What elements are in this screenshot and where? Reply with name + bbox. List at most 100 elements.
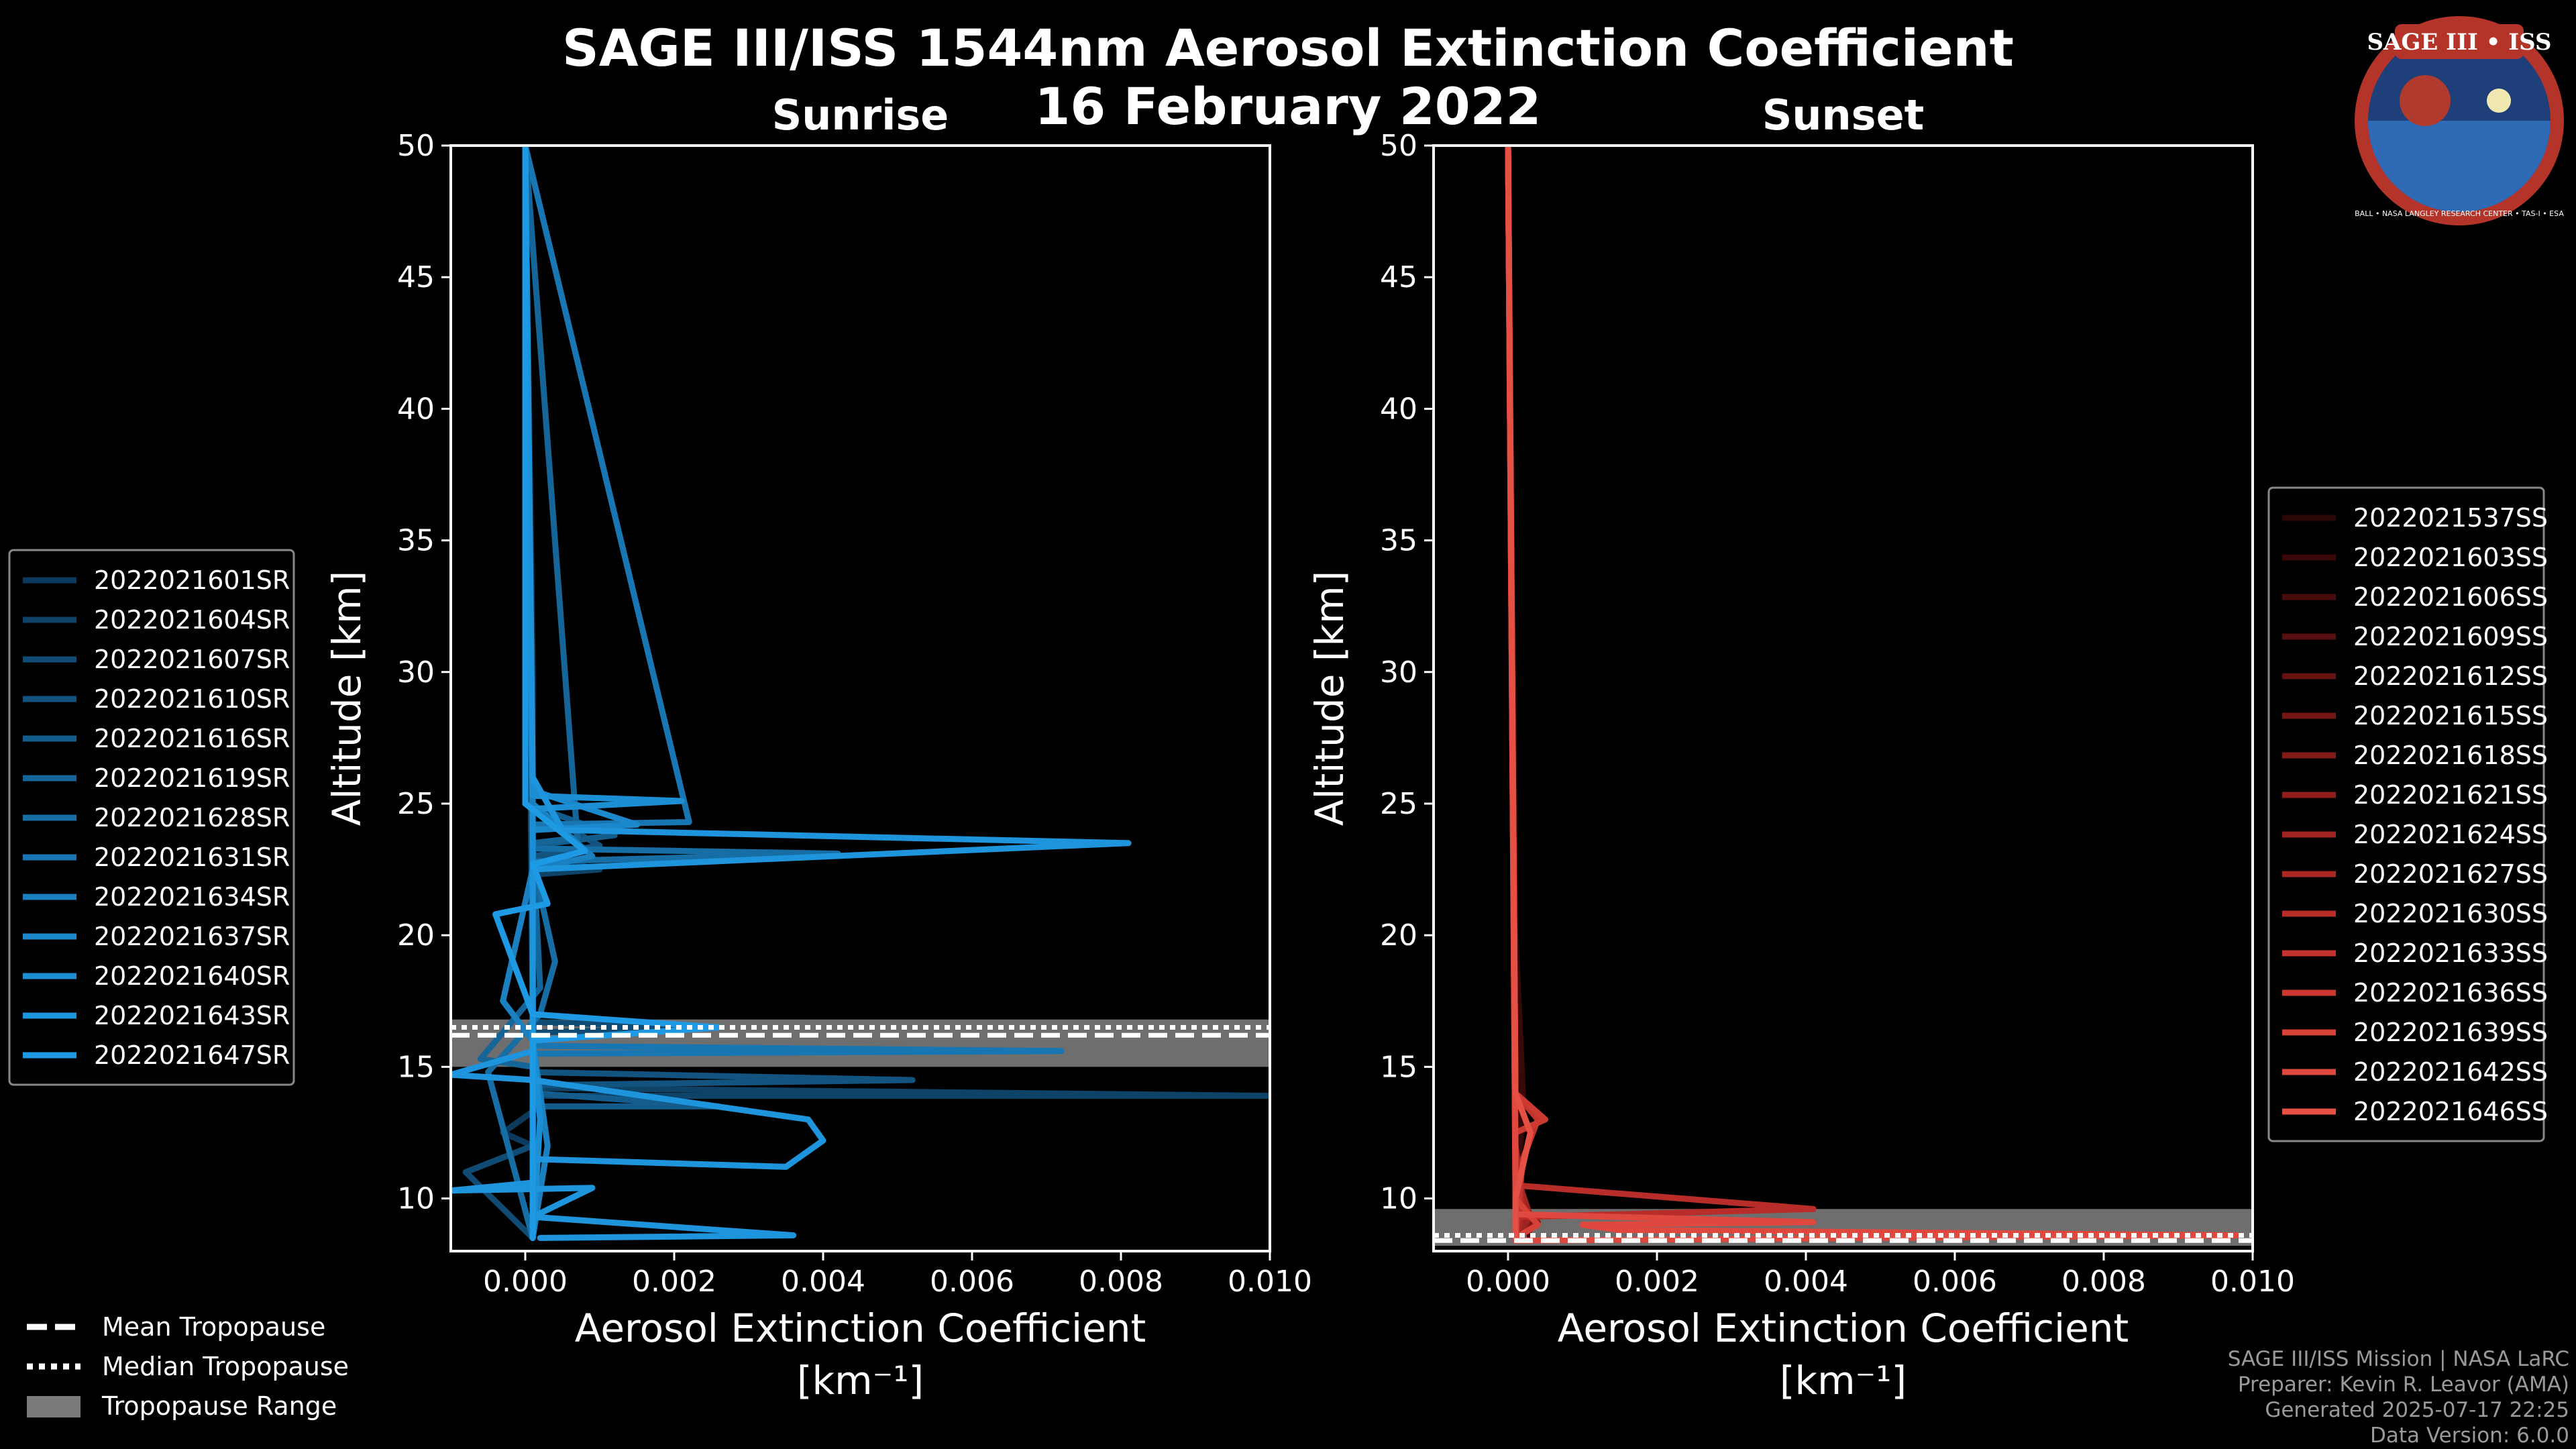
sunset-legend-label: 2022021603SS [2353,543,2548,572]
sunrise-ytick-label: 50 [397,129,435,163]
sunrise-series-2022021643SR [451,146,1132,1241]
sunset-ytick-label: 40 [1380,392,1417,426]
tropopause-legend: Mean Tropopause Median Tropopause Tropop… [27,1312,349,1421]
sunrise-legend-label: 2022021634SR [94,882,290,912]
credit-mission: SAGE III/ISS Mission | NASA LaRC [2228,1347,2569,1371]
logo-earth-icon [2368,121,2551,212]
sunset-legend-label: 2022021612SS [2353,661,2548,691]
sunrise-plot [451,146,1270,1241]
sunset-panel-title: Sunset [1762,91,1925,140]
sunrise-legend-label: 2022021607SR [94,645,290,674]
sunrise-panel: Sunrise 0.000 0.002 0.004 0.006 0.008 0.010 10 1… [8,91,1312,1403]
sunset-ytick-label: 10 [1380,1182,1417,1216]
sunset-ytick-label: 20 [1380,918,1417,953]
sunset-legend-label: 2022021615SS [2353,701,2548,731]
sunset-legend-label: 2022021627SS [2353,859,2548,889]
sunset-xunits: [km⁻¹] [1780,1358,1907,1403]
sunrise-plot-area [451,146,1270,1251]
sunset-xtick-label: 0.010 [2210,1265,2295,1299]
sunrise-xtick-label: 0.008 [1079,1265,1163,1299]
median-tropopause-label: Median Tropopause [102,1352,349,1381]
sunset-ytick-label: 25 [1380,787,1417,821]
sunrise-ytick-label: 45 [397,260,435,294]
sunset-legend-label: 2022021609SS [2353,622,2548,651]
sunrise-panel-title: Sunrise [772,91,949,140]
sunset-ylabel: Altitude [km] [1307,571,1352,826]
sunset-plot-area [1434,146,2253,1251]
sunrise-legend-label: 2022021616SR [94,724,290,753]
sunset-panel: Sunset 0.000 0.002 0.004 0.006 0.008 0.010 10 15… [1307,91,2548,1403]
sunset-xlabel: Aerosol Extinction Coefficient [1558,1305,2129,1351]
sunrise-ytick-label: 30 [397,655,435,690]
credits: SAGE III/ISS Mission | NASA LaRC Prepare… [2228,1347,2569,1448]
sunset-legend-label: 2022021621SS [2353,780,2548,810]
sunrise-xtick-label: 0.006 [930,1265,1014,1299]
sunset-legend-label: 2022021642SS [2353,1057,2548,1087]
sunrise-series-2022021634SR [500,146,596,1241]
sunset-ytick-label: 45 [1380,260,1417,294]
mean-tropopause-label: Mean Tropopause [102,1312,325,1342]
figure-date: 16 February 2022 [1035,76,1542,136]
logo-banner [2395,24,2524,59]
sunset-legend-label: 2022021537SS [2353,503,2548,533]
sunrise-legend-label: 2022021619SR [94,763,290,793]
sunrise-legend: 2022021601SR 2022021604SR 2022021607SR 2022… [8,549,295,1086]
sunrise-ytick-label: 35 [397,524,435,558]
logo-sun-icon [2487,89,2511,113]
sunrise-xtick-label: 0.002 [632,1265,716,1299]
sunrise-xtick-label: 0.010 [1228,1265,1312,1299]
sunrise-ytick-label: 20 [397,918,435,953]
sunrise-ylabel: Altitude [km] [324,571,370,826]
logo-ring-text: BALL • NASA LANGLEY RESEARCH CENTER • TA… [2355,209,2564,218]
sunrise-legend-label: 2022021643SR [94,1001,290,1030]
figure-title: SAGE III/ISS 1544nm Aerosol Extinction C… [562,18,2014,78]
sunrise-legend-label: 2022021601SR [94,566,290,595]
logo-name: SAGE III • ISS [2367,29,2551,56]
credit-version: Data Version: 6.0.0 [2370,1424,2569,1448]
sunset-axes-frame [1432,144,2254,1252]
sunrise-legend-label: 2022021604SR [94,605,290,635]
sunset-plot [1434,146,2253,1246]
panels: Sunrise 0.000 0.002 0.004 0.006 0.008 0.010 10 1… [8,91,2548,1403]
sunset-xtick-label: 0.000 [1466,1265,1550,1299]
sunset-legend-label: 2022021646SS [2353,1097,2548,1126]
sunrise-legend-label: 2022021640SR [94,961,290,991]
sunset-ytick-label: 30 [1380,655,1417,690]
sunset-legend-label: 2022021630SS [2353,899,2548,928]
sunset-legend-label: 2022021624SS [2353,820,2548,849]
sunset-ytick-label: 15 [1380,1050,1417,1084]
sunset-legend-box [2267,486,2545,1142]
tropopause-range-label: Tropopause Range [101,1391,337,1421]
sunset-legend-label: 2022021618SS [2353,741,2548,770]
sunset-legend-label: 2022021633SS [2353,938,2548,968]
sunrise-legend-label: 2022021610SR [94,684,290,714]
sunset-series-2022021646SS [1505,146,1534,1241]
sunrise-legend-box [8,549,295,1086]
sunrise-xtick-label: 0.000 [483,1265,568,1299]
sunset-ytick-label: 50 [1380,129,1417,163]
sunrise-xtick-label: 0.004 [781,1265,865,1299]
credit-preparer: Preparer: Kevin R. Leavor (AMA) [2238,1373,2569,1397]
sage-logo: SAGE III • ISS BALL • NASA LANGLEY RESEA… [2355,16,2564,225]
sunrise-ytick-label: 25 [397,787,435,821]
sunrise-legend-label: 2022021637SR [94,922,290,951]
sunrise-xunits: [km⁻¹] [797,1358,924,1403]
sunrise-xlabel: Aerosol Extinction Coefficient [575,1305,1146,1351]
sunset-xtick-label: 0.002 [1615,1265,1699,1299]
logo-figure-icon [2400,75,2451,126]
sunrise-ytick-label: 10 [397,1182,435,1216]
sunset-xtick-label: 0.004 [1764,1265,1848,1299]
sunset-ytick-label: 35 [1380,524,1417,558]
sunset-xtick-label: 0.006 [1913,1265,1997,1299]
sunrise-ytick-label: 40 [397,392,435,426]
tropopause-range-swatch [27,1396,80,1417]
sunset-legend: 2022021537SS 2022021603SS 2022021606SS 2022… [2267,486,2548,1142]
sunrise-legend-label: 2022021647SR [94,1040,290,1070]
sunrise-legend-label: 2022021631SR [94,843,290,872]
sunrise-legend-label: 2022021628SR [94,803,290,833]
sunset-legend-label: 2022021639SS [2353,1018,2548,1047]
credit-generated: Generated 2025-07-17 22:25 [2265,1398,2569,1422]
sunset-legend-label: 2022021606SS [2353,582,2548,612]
sunrise-ytick-label: 15 [397,1050,435,1084]
